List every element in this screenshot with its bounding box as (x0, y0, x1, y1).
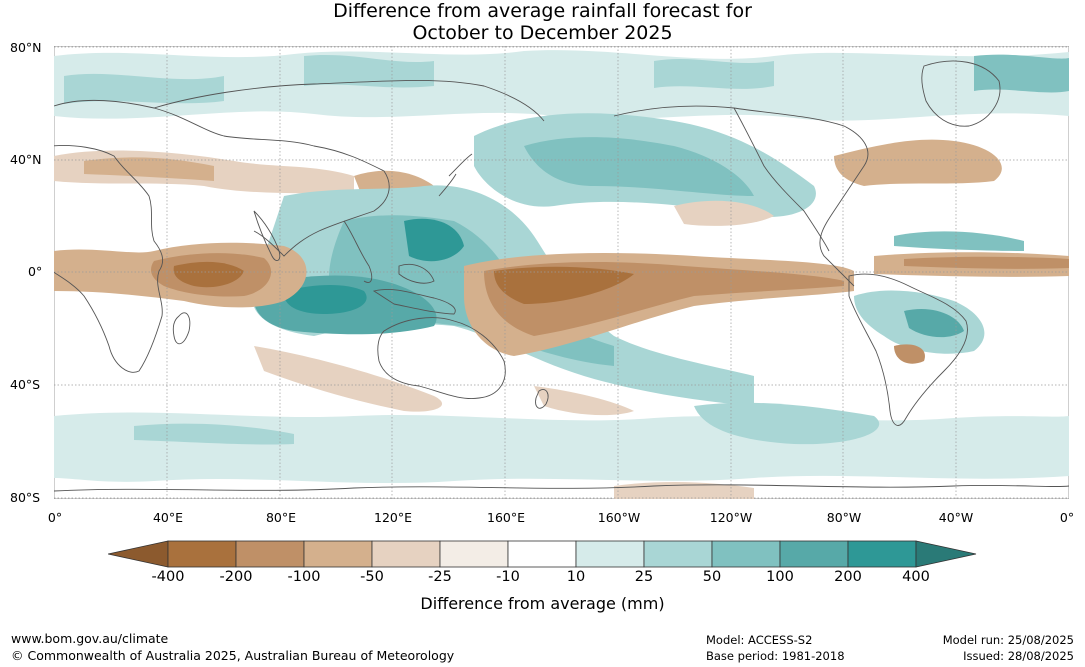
colorbar-tick-label: 400 (902, 569, 930, 585)
colorbar-tick-label: 25 (634, 569, 654, 585)
rainfall-anomaly-map (54, 46, 1069, 499)
lat-label-40n: 40°N (10, 152, 42, 167)
colorbar-swatch (507, 540, 577, 568)
anomaly-equatorial-pacific-dry (464, 253, 854, 356)
lon-label-40w: 40°W (938, 510, 974, 525)
map-title-line2: October to December 2025 (412, 22, 673, 44)
map-title-line1: Difference from average rainfall forecas… (333, 0, 752, 22)
colorbar-title: Difference from average (mm) (420, 594, 665, 613)
lon-label-160w: 160°W (597, 510, 641, 525)
anomaly-indian-ocean-dry (54, 242, 307, 308)
colorbar-swatch (847, 540, 917, 568)
colorbar-tick-label: 200 (834, 569, 862, 585)
colorbar-swatch (167, 540, 237, 568)
anomaly-southern-ocean (54, 346, 1069, 499)
colorbar-swatch (779, 540, 849, 568)
footer-issued: Issued: 28/08/2025 (963, 649, 1074, 663)
anomaly-southern-america-wet (854, 290, 985, 364)
lon-label-120e: 120°E (373, 510, 413, 525)
colorbar-swatch (575, 540, 645, 568)
lat-label-80n: 80°N (10, 40, 42, 55)
lon-label-40e: 40°E (152, 510, 184, 525)
footer-url: www.bom.gov.au/climate (11, 631, 169, 646)
footer-base-period: Base period: 1981-2018 (706, 649, 845, 663)
coastlines (54, 60, 1069, 492)
colorbar-tick-label: 100 (766, 569, 794, 585)
lon-label-160e: 160°E (486, 510, 526, 525)
colorbar-tick-label: 50 (702, 569, 722, 585)
lat-label-80s: 80°S (10, 490, 41, 505)
colorbar-tick-label: 10 (566, 569, 586, 585)
colorbar-extend-low (108, 540, 169, 568)
colorbar-swatch (303, 540, 373, 568)
colorbar-tick-label: -400 (151, 569, 185, 585)
lat-label-0: 0° (28, 264, 43, 279)
colorbar-swatch (643, 540, 713, 568)
colorbar-tick-label: -100 (287, 569, 321, 585)
colorbar-tick-label: -50 (360, 569, 384, 585)
colorbar-tick-label: -25 (428, 569, 452, 585)
map-gridlines (54, 46, 1069, 499)
lon-label-0-left: 0° (47, 510, 63, 525)
lat-label-40s: 40°S (10, 377, 41, 392)
colorbar-swatch (371, 540, 441, 568)
colorbar-swatch (235, 540, 305, 568)
colorbar-swatch (711, 540, 781, 568)
anomaly-arctic-wet (54, 50, 1069, 121)
lon-label-0-right: 0° (1059, 510, 1075, 525)
footer-copyright: © Commonwealth of Australia 2025, Austra… (11, 648, 455, 663)
colorbar-tick-label: -200 (219, 569, 253, 585)
colorbar (108, 540, 977, 568)
lon-label-80e: 80°E (265, 510, 297, 525)
lon-label-80w: 80°W (826, 510, 862, 525)
anomaly-north-pacific-wet (474, 113, 816, 217)
colorbar-swatches (108, 540, 977, 568)
lon-label-120w: 120°W (709, 510, 753, 525)
footer-model: Model: ACCESS-S2 (706, 633, 813, 647)
colorbar-swatch (439, 540, 509, 568)
colorbar-tick-label: -10 (496, 569, 520, 585)
colorbar-extend-high (915, 540, 977, 568)
anomaly-atlantic-dry (874, 231, 1069, 277)
footer-model-run: Model run: 25/08/2025 (942, 633, 1074, 647)
